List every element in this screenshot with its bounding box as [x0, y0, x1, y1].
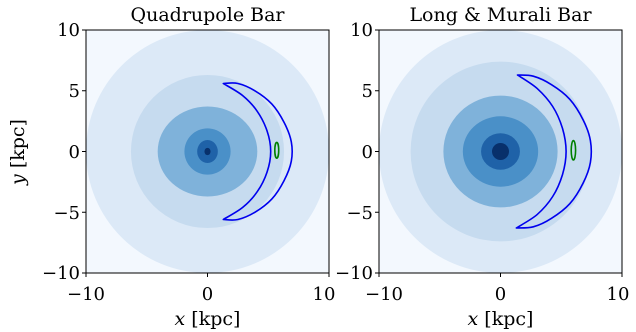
orbit-green	[274, 141, 280, 159]
y-tick-label: −5	[346, 203, 373, 224]
y-tick-label: 5	[69, 81, 80, 102]
panel-long-murali-bar: Long & Murali Bar −10 0 10 10 5 0 −5 −10…	[335, 4, 629, 330]
orbit-green	[570, 139, 577, 161]
y-tick-label: −5	[53, 203, 80, 224]
density-level-7	[204, 147, 211, 156]
x-tick-label: 0	[202, 284, 213, 305]
panel-title: Quadrupole Bar	[131, 4, 286, 26]
x-tick-label: −10	[67, 284, 105, 305]
y-tick-label: −10	[42, 263, 80, 284]
y-tick-label: 0	[362, 142, 373, 163]
panel-quadrupole-bar: Quadrupole Bar −10 0 10 10 5 0 −5 −10 x …	[42, 4, 335, 330]
y-tick-label: 10	[350, 20, 373, 41]
y-tick-label: −10	[335, 263, 373, 284]
y-tick-label: 10	[57, 20, 80, 41]
density-level-7	[491, 142, 510, 161]
x-tick-label: 0	[495, 284, 506, 305]
y-tick-label: 5	[362, 81, 373, 102]
plot-area	[86, 30, 329, 273]
x-axis-label: x [kpc]	[175, 308, 241, 330]
plot-area	[379, 30, 622, 273]
panel-title: Long & Murali Bar	[409, 4, 592, 26]
y-axis-label: y [kpc]	[7, 119, 29, 186]
x-axis-label: x [kpc]	[468, 308, 534, 330]
axis-ticks	[82, 29, 330, 277]
axis-ticks	[375, 29, 623, 277]
x-tick-label: −10	[365, 284, 403, 305]
y-tick-label: 0	[69, 142, 80, 163]
orbit-blue	[222, 82, 293, 221]
x-tick-label: 10	[607, 284, 630, 305]
orbit-blue	[515, 74, 593, 229]
x-tick-label: 10	[313, 284, 336, 305]
